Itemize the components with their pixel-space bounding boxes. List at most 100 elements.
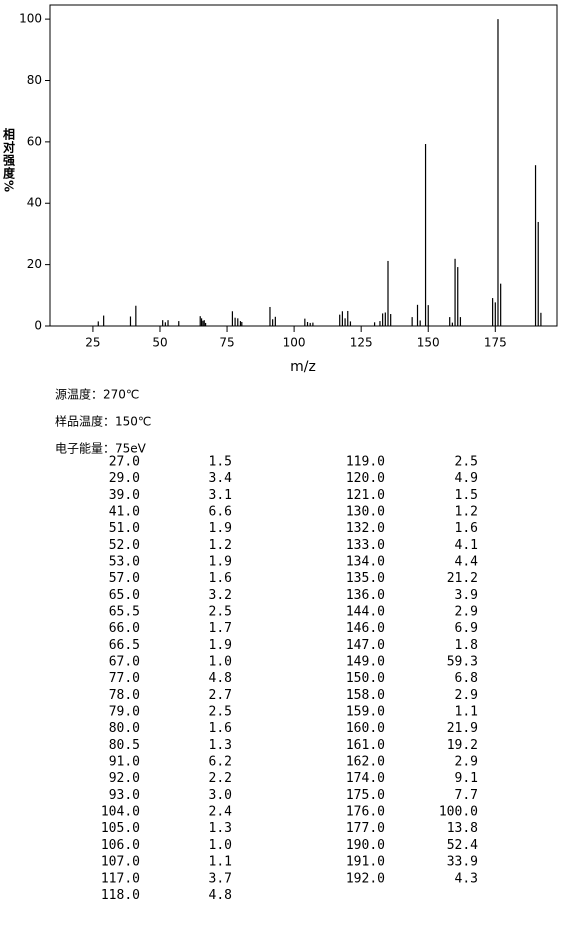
spectrum-peak [349, 321, 352, 326]
info-line: 电子能量：75eV [55, 442, 147, 456]
mz-cell: 119.0 [346, 455, 385, 470]
spectrum-peak [424, 144, 427, 326]
spectrum-peak [103, 315, 105, 326]
spectrum-peak [203, 320, 205, 326]
intensity-cell: 33.9 [447, 855, 478, 870]
intensity-cell: 6.2 [209, 755, 232, 770]
intensity-cell: 1.2 [455, 505, 478, 520]
mz-cell: 118.0 [101, 888, 140, 903]
info-line: 源温度：270℃ [55, 387, 139, 402]
spectrum-peak [419, 320, 421, 326]
spectrum-peak [234, 317, 236, 326]
intensity-cell: 19.2 [447, 738, 478, 753]
mz-cell: 174.0 [346, 771, 385, 786]
mz-cell: 66.0 [109, 621, 140, 636]
intensity-cell: 1.5 [209, 455, 232, 470]
intensity-cell: 21.9 [447, 721, 478, 736]
spectrum-peak [162, 320, 164, 326]
intensity-cell: 1.6 [209, 721, 232, 736]
intensity-cell: 4.9 [455, 471, 478, 486]
mz-cell: 135.0 [346, 571, 385, 586]
spectrum-peak [312, 322, 314, 326]
intensity-cell: 1.3 [209, 821, 232, 836]
spectrum-peak [537, 221, 539, 326]
spectrum-peak [382, 313, 384, 326]
spectrum-peak [304, 318, 306, 326]
spectrum-peak [178, 321, 180, 326]
mz-cell: 107.0 [101, 855, 140, 870]
mz-cell: 52.0 [109, 538, 140, 553]
spectrum-peak [540, 312, 542, 326]
intensity-cell: 2.7 [209, 688, 232, 703]
mz-cell: 146.0 [346, 621, 385, 636]
mz-cell: 117.0 [101, 871, 140, 886]
x-tick-label: 175 [484, 336, 507, 350]
spectrum-peak [411, 317, 413, 326]
mz-cell: 65.0 [109, 588, 140, 603]
mz-cell: 91.0 [109, 755, 140, 770]
intensity-cell: 3.1 [209, 488, 232, 503]
spectrum-peak [272, 319, 274, 326]
spectrum-peak [97, 321, 99, 326]
intensity-cell: 3.4 [209, 471, 233, 486]
x-tick-label: 50 [152, 336, 167, 350]
spectrum-peak [459, 317, 462, 326]
mz-cell: 78.0 [109, 688, 140, 703]
mz-cell: 57.0 [109, 571, 140, 586]
intensity-cell: 1.1 [209, 855, 232, 870]
intensity-cell: 1.1 [455, 705, 478, 720]
intensity-cell: 7.7 [455, 788, 478, 803]
intensity-cell: 3.9 [455, 588, 478, 603]
mz-cell: 147.0 [346, 638, 385, 653]
y-tick-label: 60 [27, 134, 42, 148]
mz-cell: 65.5 [109, 605, 140, 620]
mz-cell: 133.0 [346, 538, 385, 553]
spectrum-peak [309, 322, 311, 326]
intensity-cell: 2.5 [209, 705, 232, 720]
intensity-cell: 1.9 [209, 555, 232, 570]
spectrum-peak [237, 318, 239, 326]
intensity-cell: 3.0 [209, 788, 232, 803]
mz-cell: 190.0 [346, 838, 385, 853]
mz-cell: 176.0 [346, 805, 385, 820]
mz-cell: 175.0 [346, 788, 385, 803]
spectrum-peak [387, 260, 389, 326]
intensity-cell: 52.4 [447, 838, 478, 853]
spectrum-peak [494, 302, 496, 326]
mz-cell: 158.0 [346, 688, 385, 703]
mz-cell: 160.0 [346, 721, 385, 736]
spectrum-peak [202, 320, 204, 326]
mz-cell: 80.5 [109, 738, 140, 753]
spectrum-peak [344, 318, 346, 326]
mz-cell: 136.0 [346, 588, 385, 603]
intensity-cell: 1.0 [209, 655, 232, 670]
intensity-cell: 21.2 [447, 571, 478, 586]
intensity-cell: 2.5 [209, 605, 232, 620]
intensity-cell: 6.9 [455, 621, 478, 636]
spectrum-peak [200, 318, 203, 326]
mz-cell: 80.0 [109, 721, 140, 736]
intensity-cell: 13.8 [447, 821, 478, 836]
intensity-cell: 2.2 [209, 771, 232, 786]
mz-cell: 41.0 [109, 505, 140, 520]
spectrum-peak [500, 283, 502, 326]
spectrum-peak [231, 311, 234, 326]
mz-cell: 192.0 [346, 871, 385, 886]
spectrum-peak [274, 316, 276, 326]
intensity-cell: 1.0 [209, 838, 232, 853]
intensity-cell: 2.9 [455, 755, 478, 770]
y-tick-label: 20 [27, 257, 42, 271]
intensity-cell: 1.9 [209, 638, 232, 653]
info-line: 样品温度：150℃ [55, 414, 151, 429]
intensity-cell: 2.9 [455, 605, 478, 620]
mz-cell: 67.0 [109, 655, 140, 670]
spectrum-peak [204, 322, 207, 326]
intensity-cell: 1.5 [455, 488, 478, 503]
intensity-cell: 2.9 [455, 688, 478, 703]
spectrum-peak [427, 305, 429, 326]
plot-frame [49, 4, 558, 327]
intensity-cell: 1.6 [209, 571, 232, 586]
x-tick-label: 125 [350, 336, 373, 350]
x-tick-label: 150 [417, 336, 440, 350]
